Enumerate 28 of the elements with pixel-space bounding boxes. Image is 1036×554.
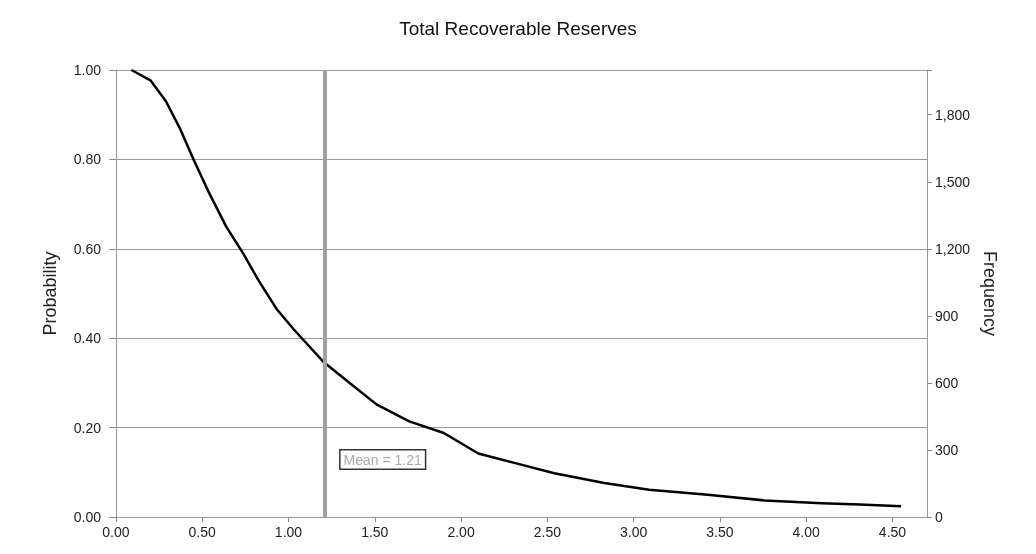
y-tick-label: 0.20: [73, 419, 102, 436]
x-tick-label: 2.50: [533, 524, 562, 540]
y2-tick-label: 900: [935, 307, 959, 324]
x-tick-label: 0.00: [102, 524, 130, 540]
x-tick-label: 4.50: [878, 524, 907, 540]
y-tick-label: 0.00: [73, 509, 102, 525]
y-tick-label: 0.60: [73, 240, 102, 257]
x-tick-label: 3.50: [706, 524, 734, 540]
x-tick-label: 0.50: [188, 524, 217, 540]
y-tick-label: 1.00: [73, 62, 102, 78]
y2-tick-label: 1,800: [935, 106, 971, 123]
x-tick-label: 1.00: [274, 524, 303, 540]
y-axis-title: Probability: [40, 251, 60, 336]
y2-tick-label: 1,200: [935, 240, 971, 257]
y-tick-label: 0.80: [73, 151, 102, 168]
y2-tick-label: 300: [935, 441, 959, 458]
y2-tick-label: 600: [935, 374, 959, 391]
line-series: [130, 68, 903, 508]
x-tick-label: 3.00: [620, 524, 648, 540]
chart-title: Total Recoverable Reserves: [399, 18, 637, 39]
y2-tick-label: 0: [935, 509, 943, 525]
y2-axis-title: Frequency: [979, 250, 1000, 337]
y2-tick-label: 1,500: [935, 173, 971, 190]
y-tick-label: 0.40: [73, 330, 102, 347]
x-tick-label: 1.50: [361, 524, 389, 540]
x-tick-label: 2.00: [447, 524, 475, 540]
x-tick-label: 4.00: [792, 524, 821, 540]
ref-line-label: Mean = 1.21: [343, 451, 423, 468]
